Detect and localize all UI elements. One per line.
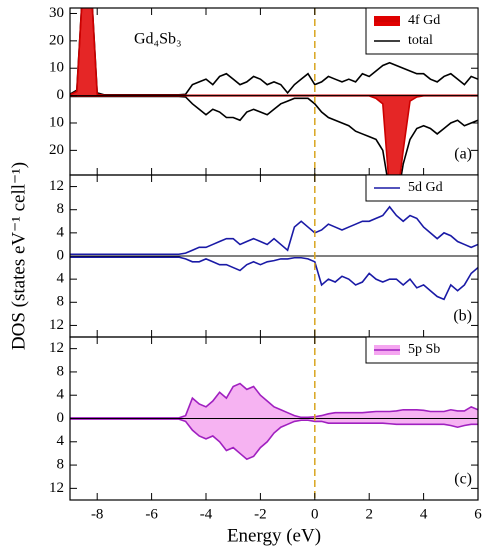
legend: 4f Gd total	[365, 7, 479, 55]
legend-box	[365, 174, 479, 202]
annotation: Gd₄Sb₃	[134, 31, 182, 48]
legend: 5d Gd	[365, 174, 479, 202]
y-tick-label: 0	[57, 87, 65, 103]
area	[70, 95, 478, 175]
x-tick-label: -8	[91, 506, 104, 522]
x-tick-label: -6	[145, 506, 158, 522]
x-axis-label: Energy (eV)	[227, 525, 321, 546]
x-tick-label: 4	[420, 506, 428, 522]
y-tick-label: 4	[57, 224, 65, 240]
y-tick-label: 8	[57, 457, 65, 473]
y-tick-label: 12	[49, 178, 64, 194]
x-tick-label: 2	[365, 506, 373, 522]
legend-label: 5d Gd	[408, 180, 443, 195]
y-tick-label: 4	[57, 433, 65, 449]
y-tick-label: 4	[57, 387, 65, 403]
y-tick-label: 10	[49, 60, 64, 76]
line	[70, 382, 478, 419]
y-axis-label: DOS (states eV⁻¹ cell⁻¹)	[8, 162, 29, 350]
x-tick-label: 0	[311, 506, 319, 522]
y-tick-label: 12	[49, 340, 64, 356]
x-tick-label: 6	[474, 506, 482, 522]
panel-label: (b)	[453, 308, 472, 325]
plot-area	[70, 205, 478, 301]
y-tick-label: 20	[49, 142, 64, 158]
panel-label: (c)	[454, 471, 472, 488]
legend-label: 5p Sb	[408, 342, 440, 357]
y-tick-label: 12	[49, 480, 64, 496]
y-tick-label: 0	[57, 247, 65, 263]
y-tick-label: 30	[49, 5, 64, 21]
legend-box	[365, 7, 479, 55]
panel: 12 8 4 0 4 8 12 DOS (states eV⁻¹ cell⁻¹) (b) 5d G…	[8, 162, 479, 350]
legend-label: 4f Gd	[408, 13, 440, 28]
plot-area	[70, 382, 478, 461]
y-tick-label: 8	[57, 294, 65, 310]
panel: 12 8 4 0 4 8 12 -8 -6 -4 -2 0 2 4 6 Energy (eV) (c) 5p Sb	[49, 336, 482, 546]
line	[70, 205, 478, 256]
y-tick-label: 0	[57, 410, 65, 426]
panel-label: (a)	[454, 146, 472, 163]
y-tick-label: 12	[49, 317, 64, 333]
area	[70, 383, 478, 419]
panel: 30 20 10 0 10 20 Gd₄Sb₃ (a) 4f Gd total	[49, 5, 479, 176]
x-tick-label: -4	[200, 506, 213, 522]
legend-label: total	[408, 33, 433, 48]
legend: 5p Sb	[365, 336, 479, 364]
y-tick-label: 20	[49, 32, 64, 48]
y-tick-label: 10	[49, 114, 64, 130]
y-tick-label: 4	[57, 271, 65, 287]
line	[70, 256, 478, 301]
area	[70, 418, 478, 460]
y-tick-label: 8	[57, 363, 65, 379]
y-tick-label: 8	[57, 201, 65, 217]
x-tick-label: -2	[254, 506, 267, 522]
line	[70, 418, 478, 461]
